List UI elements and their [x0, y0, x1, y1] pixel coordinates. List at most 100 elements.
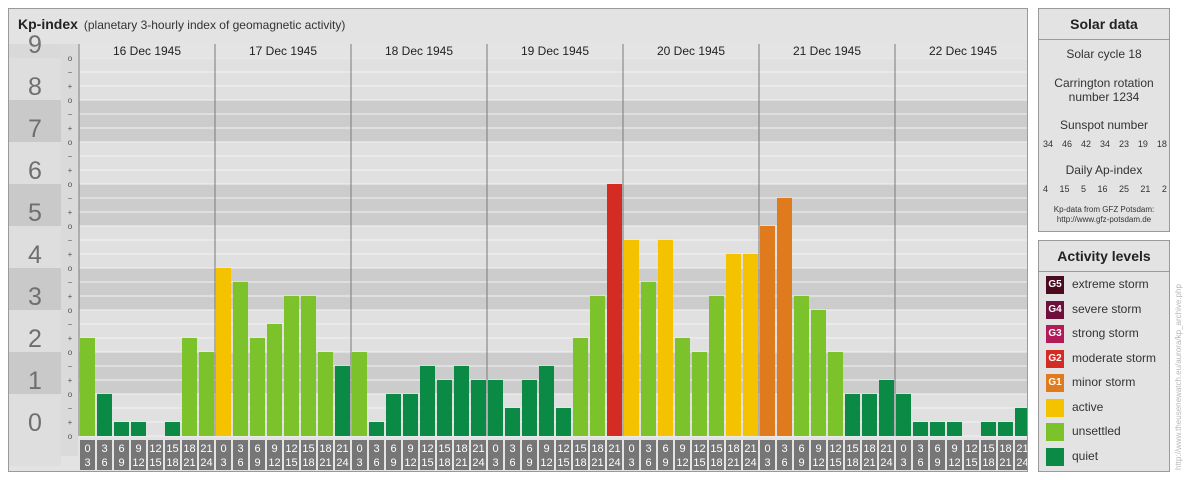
interval-end-label: 18 — [166, 457, 178, 469]
interval-box — [726, 440, 741, 470]
y-tick-label: 8 — [28, 73, 42, 101]
interval-box — [828, 440, 843, 470]
interval-end-label: 24 — [608, 457, 620, 469]
day-label: 20 Dec 1945 — [657, 44, 725, 58]
interval-start-label: 12 — [693, 443, 705, 455]
interval-end-label: 12 — [404, 457, 416, 469]
y-minor-mark: − — [68, 152, 73, 161]
interval-start-label: 18 — [183, 443, 195, 455]
sunspot-value: 18 — [1156, 139, 1167, 149]
interval-end-label: 12 — [540, 457, 552, 469]
interval-start-label: 3 — [101, 443, 107, 455]
interval-start-label: 6 — [254, 443, 260, 455]
kp-bar — [522, 380, 537, 436]
legend-label: active — [1072, 399, 1104, 414]
kp-bar — [80, 338, 95, 436]
ap-value: 16 — [1097, 184, 1108, 194]
y-minor-mark: o — [68, 264, 73, 273]
kp-bar — [403, 394, 418, 436]
kp-bar — [233, 281, 248, 436]
interval-end-label: 18 — [710, 457, 722, 469]
y-minor-mark: − — [68, 68, 73, 77]
sunspot-values: 34 46 42 34 23 19 18 — [1043, 139, 1167, 149]
interval-start-label: 12 — [557, 443, 569, 455]
y-minor-mark: + — [68, 208, 73, 217]
interval-start-label: 21 — [1016, 443, 1027, 455]
kp-bar — [641, 281, 656, 436]
y-tick-label: 2 — [28, 325, 42, 353]
interval-start-label: 3 — [917, 443, 923, 455]
kp-bar — [505, 407, 520, 436]
interval-end-label: 18 — [302, 457, 314, 469]
legend-label: quiet — [1072, 448, 1099, 463]
interval-start-label: 0 — [900, 443, 906, 455]
kp-bar — [777, 197, 792, 436]
interval-start-label: 18 — [455, 443, 467, 455]
interval-box — [692, 440, 707, 470]
interval-end-label: 9 — [934, 457, 940, 469]
interval-box — [488, 440, 503, 470]
interval-box — [964, 440, 979, 470]
kp-bar — [947, 422, 962, 436]
y-minor-mark: o — [68, 348, 73, 357]
interval-box — [97, 440, 112, 470]
kp-bar — [114, 422, 129, 436]
legend-item-unsettled: unsettled — [1046, 423, 1166, 441]
legend-label: minor storm — [1072, 375, 1136, 389]
interval-box — [879, 440, 894, 470]
legend-swatch: G3 — [1046, 325, 1064, 343]
interval-box — [913, 440, 928, 470]
interval-box — [1015, 440, 1027, 470]
kp-bar-chart: 0123456789+o+o−+o−+o−+o−+o−+o−+o−+o−o−16… — [9, 31, 1027, 470]
interval-box — [216, 440, 231, 470]
day-label: 22 Dec 1945 — [929, 44, 997, 58]
legend-label: strong storm — [1072, 326, 1139, 340]
ap-value: 21 — [1140, 184, 1151, 194]
source-link[interactable]: http://www.gfz-potsdam.de — [1056, 215, 1152, 224]
chart-panel: Kp-index (planetary 3-hourly index of geo… — [8, 8, 1028, 472]
y-minor-mark: − — [68, 236, 73, 245]
interval-box — [930, 440, 945, 470]
y-label-band — [9, 58, 61, 100]
solar-cycle-text: Solar cycle 18 — [1066, 47, 1142, 61]
interval-box — [454, 440, 469, 470]
interval-end-label: 21 — [455, 457, 467, 469]
kp-bar — [828, 352, 843, 436]
legend-swatch — [1046, 398, 1064, 417]
interval-end-label: 15 — [693, 457, 705, 469]
kp-bar — [97, 394, 112, 436]
interval-start-label: 21 — [200, 443, 212, 455]
interval-start-label: 3 — [645, 443, 651, 455]
interval-box — [675, 440, 690, 470]
sunspot-value: 34 — [1043, 139, 1054, 149]
interval-end-label: 3 — [220, 457, 226, 469]
interval-box — [199, 440, 214, 470]
interval-end-label: 3 — [900, 457, 906, 469]
kp-bar — [131, 422, 146, 436]
interval-box — [862, 440, 877, 470]
kp-bar — [981, 422, 996, 436]
y-minor-mark: o — [68, 96, 73, 105]
interval-box — [165, 440, 180, 470]
y-label-band — [9, 310, 61, 352]
interval-box — [658, 440, 673, 470]
interval-box — [80, 440, 95, 470]
day-header-row — [79, 44, 1027, 58]
kp-bar — [811, 310, 826, 436]
kp-bar — [386, 394, 401, 436]
legend-swatch: G5 — [1046, 276, 1064, 294]
day-label: 16 Dec 1945 — [113, 44, 181, 58]
interval-end-label: 24 — [472, 457, 484, 469]
interval-start-label: 0 — [220, 443, 226, 455]
y-minor-mark: o — [68, 138, 73, 147]
interval-box — [896, 440, 911, 470]
y-minor-mark: + — [68, 166, 73, 175]
interval-end-label: 3 — [492, 457, 498, 469]
interval-start-label: 21 — [608, 443, 620, 455]
interval-start-label: 0 — [492, 443, 498, 455]
interval-end-label: 18 — [574, 457, 586, 469]
interval-start-label: 6 — [390, 443, 396, 455]
interval-start-label: 6 — [526, 443, 532, 455]
interval-box — [981, 440, 996, 470]
interval-start-label: 15 — [846, 443, 858, 455]
